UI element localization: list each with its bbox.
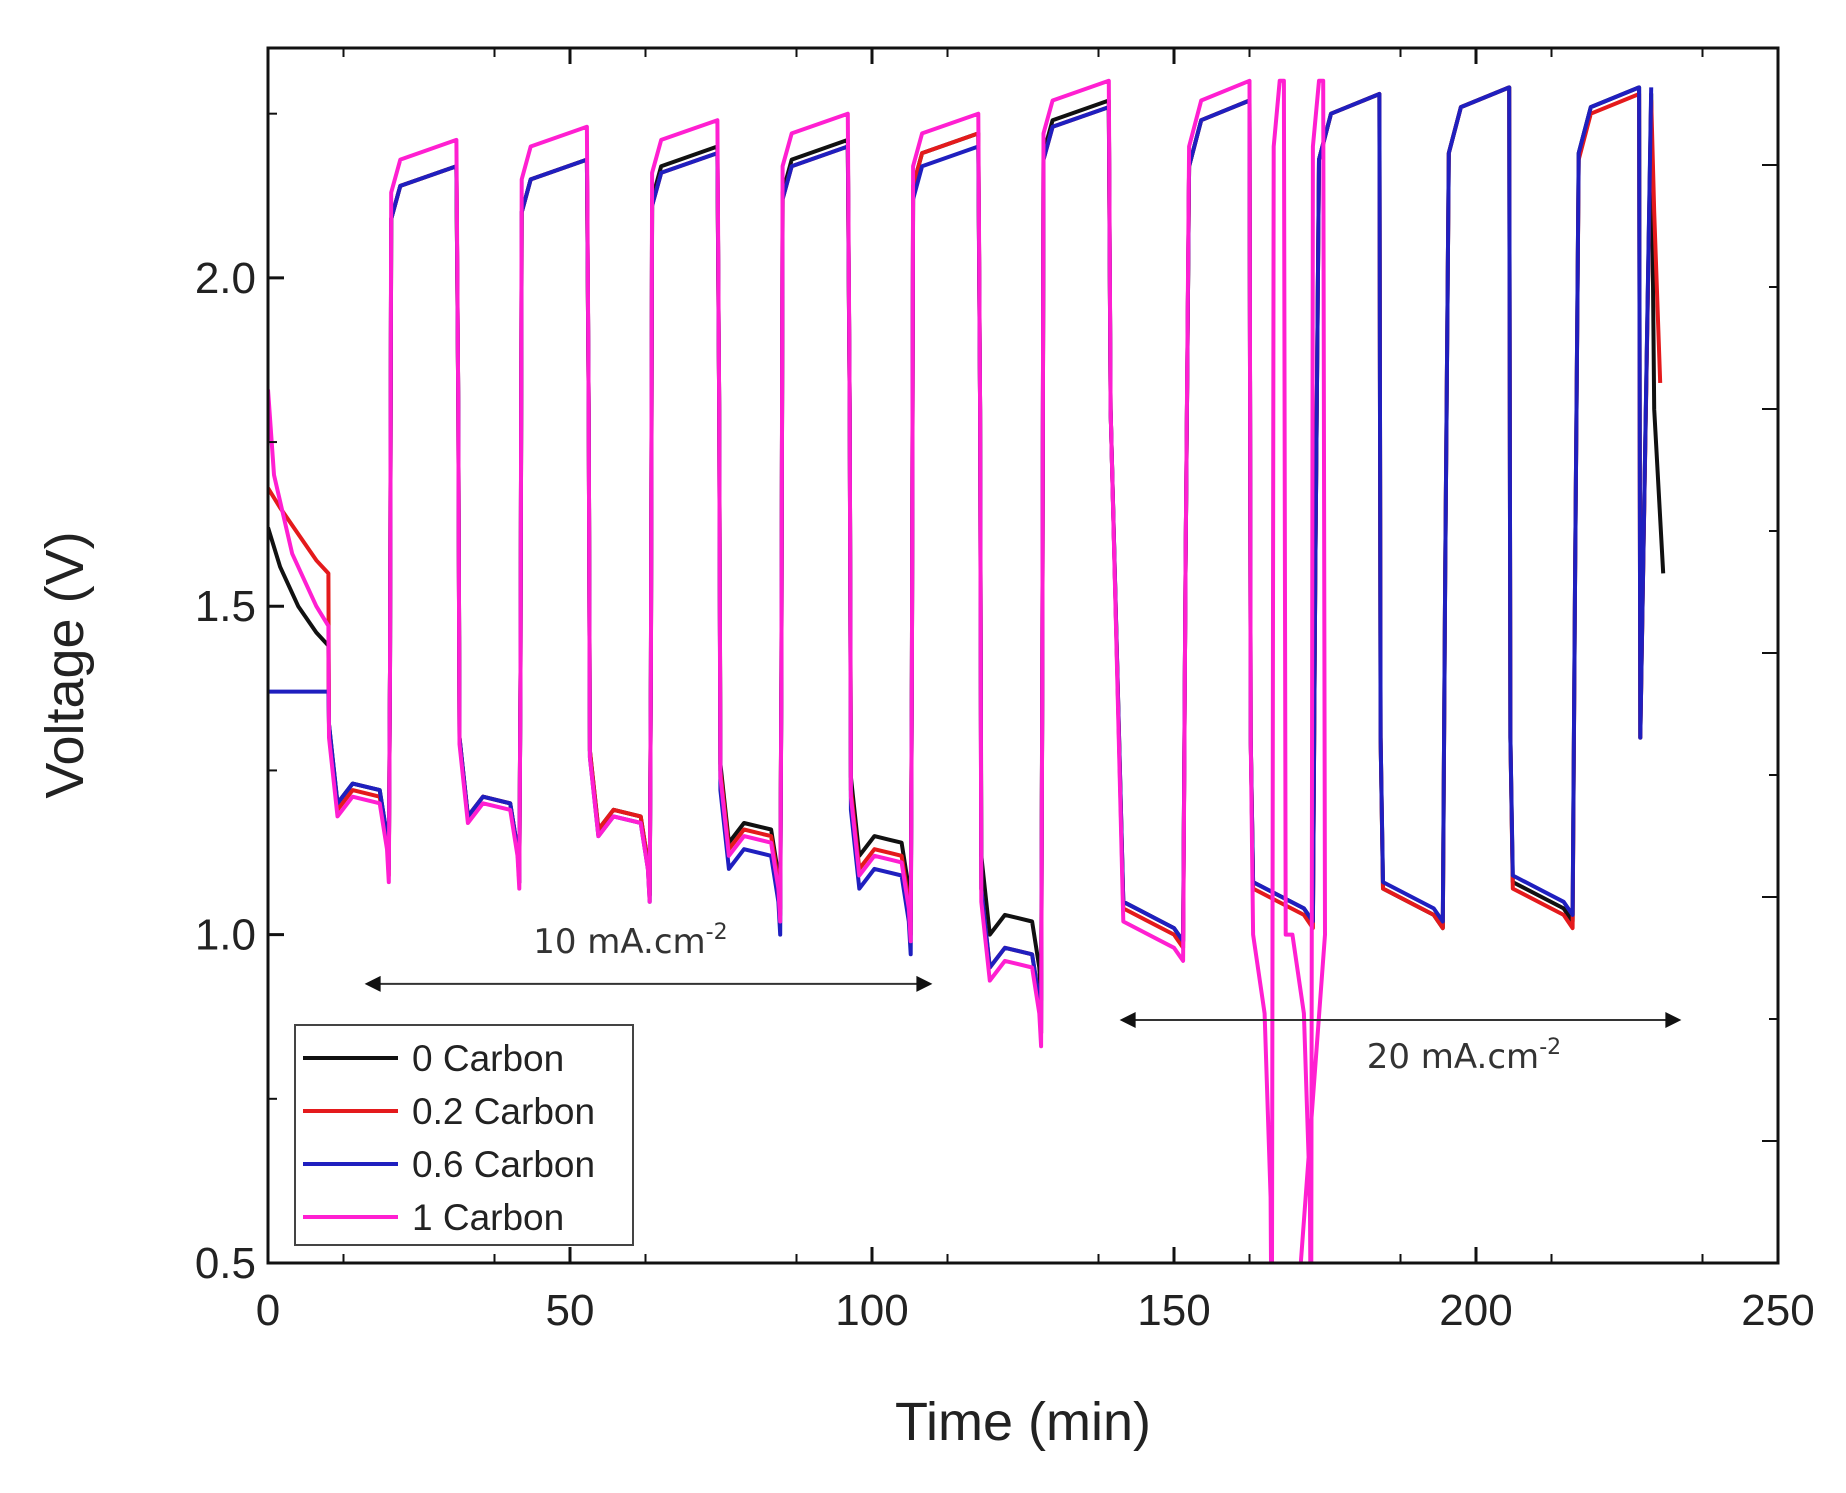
x-tick-label: 200	[1439, 1286, 1512, 1335]
x-tick-label: 250	[1741, 1286, 1814, 1335]
ticks-layer	[266, 48, 1780, 1265]
x-tick-label: 50	[546, 1286, 595, 1335]
annotation-label-0: 10 mA.cm-2	[533, 920, 727, 962]
series-line-1-carbon	[268, 78, 1327, 1263]
plot-frame	[266, 46, 1780, 1265]
annotations: 10 mA.cm-2 20 mA.cm-2	[364, 920, 1682, 1077]
arrowhead-right	[1665, 1012, 1682, 1028]
x-tick-label: 0	[256, 1286, 280, 1335]
arrowhead-left	[1119, 1012, 1136, 1028]
legend: 0 Carbon 0.2 Carbon 0.6 Carbon 1 Carbon	[294, 1024, 634, 1246]
y-tick-label: 0.5	[195, 1239, 256, 1288]
legend-label: 1 Carbon	[412, 1197, 564, 1238]
legend-label: 0 Carbon	[412, 1038, 564, 1079]
y-tick-label: 2.0	[195, 254, 256, 303]
series-layer	[268, 78, 1666, 1263]
legend-box	[294, 1024, 634, 1246]
tick-labels: 0 50 100 150 200 250 0.5 1.0 1.5 2.0	[195, 254, 1815, 1335]
y-tick-label: 1.0	[195, 911, 256, 960]
series-line-0.2-carbon	[268, 85, 1663, 1036]
y-axis-title: Voltage (V)	[35, 531, 95, 798]
x-tick-label: 100	[835, 1286, 908, 1335]
legend-label: 0.2 Carbon	[412, 1091, 595, 1132]
arrowhead-right	[916, 975, 933, 992]
annotation-label-1: 20 mA.cm-2	[1367, 1035, 1561, 1077]
x-axis-title: Time (min)	[895, 1392, 1151, 1452]
y-tick-label: 1.5	[195, 582, 256, 631]
series-line-0-carbon	[268, 85, 1666, 1003]
x-tick-label: 150	[1137, 1286, 1210, 1335]
series-line-0.6-carbon	[268, 85, 1654, 1036]
legend-label: 0.6 Carbon	[412, 1144, 595, 1185]
arrowhead-left	[364, 975, 381, 992]
